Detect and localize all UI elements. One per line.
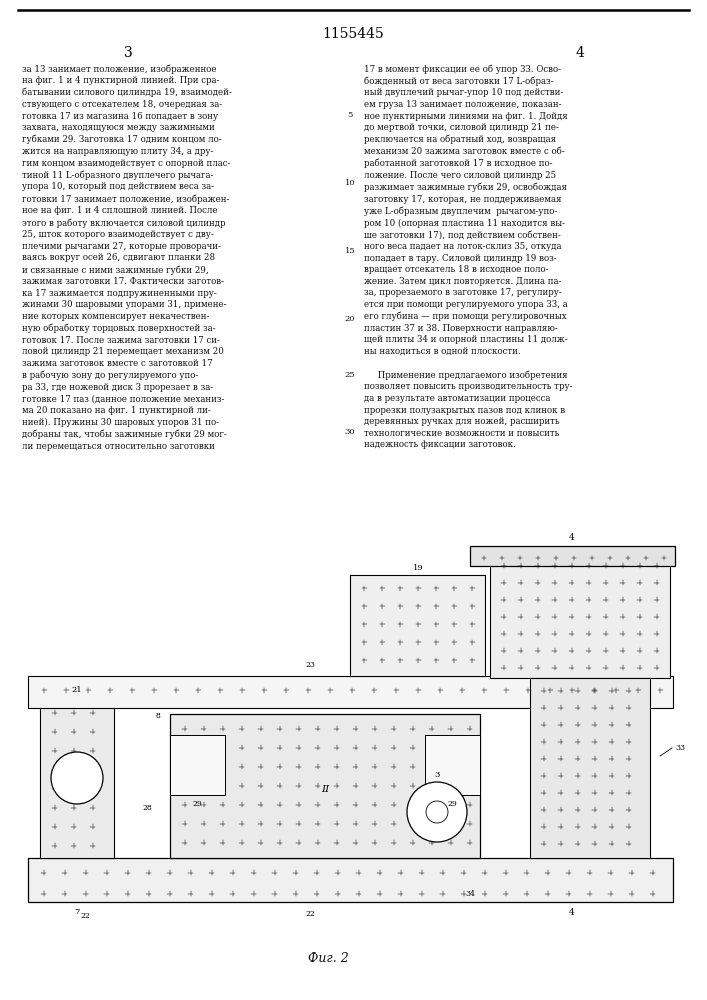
Text: 33: 33 [675, 744, 685, 752]
Bar [28, 676, 673, 708]
Text: 30: 30 [345, 428, 356, 436]
Bar [425, 735, 480, 795]
Text: 34: 34 [465, 890, 475, 898]
Text: 8: 8 [155, 712, 160, 720]
Text: II: II [321, 786, 329, 794]
Text: 4: 4 [575, 46, 585, 60]
Text: за 13 занимает положение, изображенное
на фиг. 1 и 4 пунктирной линией. При сра-: за 13 занимает положение, изображенное н… [22, 64, 232, 451]
Bar [40, 698, 114, 858]
Text: 23: 23 [305, 661, 315, 669]
Bar [350, 575, 485, 676]
Text: 21: 21 [71, 686, 82, 694]
Text: 29: 29 [192, 800, 202, 808]
Text: 22: 22 [80, 912, 90, 920]
Circle shape [51, 752, 103, 804]
Bar [490, 553, 670, 678]
Bar [170, 735, 225, 795]
Text: 17 в момент фиксации ее об упор 33. Осво-
божденный от веса заготовки 17 L-образ: 17 в момент фиксации ее об упор 33. Осво… [364, 64, 573, 449]
Text: 19: 19 [413, 564, 423, 572]
Text: 22: 22 [305, 910, 315, 918]
Bar [530, 678, 650, 858]
Text: 4: 4 [569, 533, 575, 542]
Text: 20: 20 [345, 315, 355, 323]
Text: 5: 5 [347, 111, 353, 119]
Text: 25: 25 [345, 371, 356, 379]
Text: 28: 28 [142, 804, 152, 812]
Text: 3: 3 [434, 771, 440, 779]
Text: 3: 3 [124, 46, 132, 60]
Bar [470, 546, 675, 566]
Bar [170, 714, 480, 858]
Text: 15: 15 [344, 247, 356, 255]
Text: 7: 7 [74, 908, 80, 916]
Text: Фиг. 2: Фиг. 2 [308, 952, 349, 965]
Bar [28, 858, 673, 902]
Text: 10: 10 [345, 179, 356, 187]
Text: 1155445: 1155445 [322, 27, 385, 41]
Text: 29: 29 [447, 800, 457, 808]
Circle shape [407, 782, 467, 842]
Text: 4: 4 [569, 908, 575, 917]
Circle shape [426, 801, 448, 823]
